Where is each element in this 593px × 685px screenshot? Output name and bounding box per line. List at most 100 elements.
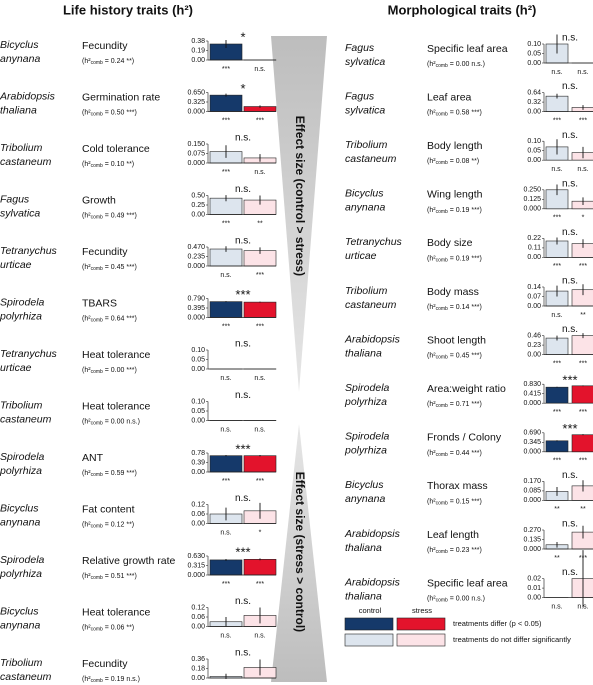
heritability-part: (h² (82, 212, 91, 219)
heritability-part: comb (91, 421, 103, 427)
comparison-label: n.s. (562, 567, 578, 578)
comparison-label: * (240, 81, 245, 96)
y-tick-label: 0.630 (187, 553, 205, 560)
y-tick-label: 0.00 (191, 623, 205, 630)
y-tick-label: 0.14 (527, 284, 541, 291)
species: Bicyclus (345, 188, 384, 200)
heritability-part: = 0.19 ***) (448, 207, 482, 214)
heritability-part: (h² (427, 304, 436, 311)
species: Spirodela (0, 554, 45, 566)
heritability-part: (h² (82, 470, 91, 477)
trait: Growth (82, 194, 116, 206)
y-tick-label: 0.470 (187, 244, 205, 251)
arrow-down (271, 36, 327, 392)
significance-label: n.s. (220, 684, 231, 685)
significance-label: n.s. (254, 632, 265, 639)
species: urticae (345, 250, 377, 262)
heritability: (h²comb = 0.00 n.s.) (427, 595, 485, 603)
significance-label: *** (222, 323, 230, 330)
heritability-part: comb (436, 258, 448, 264)
significance-label: n.s. (577, 603, 588, 610)
species: Tribolium (0, 657, 43, 669)
heritability-part: (h² (82, 521, 91, 528)
heritability-part: comb (436, 355, 448, 361)
heritability-part: (h² (82, 264, 91, 271)
significance-label: *** (579, 263, 587, 270)
significance-label: *** (553, 409, 561, 416)
significance-label: n.s. (551, 603, 562, 610)
comparison-label: n.s. (235, 339, 251, 350)
y-tick-label: 0.00 (527, 303, 541, 310)
species: Spirodela (0, 296, 45, 308)
heritability-part: comb (91, 60, 103, 66)
y-tick-label: 0.170 (523, 478, 541, 485)
heritability: (h²comb = 0.10 **) (82, 161, 134, 169)
y-tick-label: 0.07 (527, 293, 541, 300)
trait: Fronds / Colony (427, 432, 502, 444)
significance-label: n.s. (254, 169, 265, 176)
significance-label: *** (256, 117, 264, 124)
heritability-part: (h² (427, 109, 436, 116)
comparison-label: n.s. (562, 470, 578, 481)
significance-label: *** (222, 581, 230, 588)
significance-label: ** (554, 506, 560, 513)
y-tick-label: 0.085 (523, 488, 541, 495)
species: Arabidopsis (0, 90, 56, 102)
heritability: (h²comb = 0.12 **) (82, 521, 134, 529)
species: Tetranychus (345, 236, 403, 248)
comparison-label: n.s. (235, 596, 251, 607)
trait: Fecundity (82, 658, 128, 670)
comparison-label: n.s. (235, 133, 251, 144)
column-title: Morphological traits (h²) (388, 2, 537, 17)
significance-label: *** (553, 117, 561, 124)
species: Fagus (0, 193, 30, 205)
trait: ANT (82, 452, 104, 464)
bar (209, 94, 243, 112)
heritability-part: = 0.24 **) (103, 58, 134, 65)
heritability: (h²comb = 0.50 ***) (82, 109, 137, 117)
y-tick-label: 0.135 (523, 536, 541, 543)
comparison-label: n.s. (562, 227, 578, 238)
heritability-part: comb (91, 627, 103, 633)
heritability: (h²comb = 0.59 ***) (82, 470, 137, 478)
comparison-label: n.s. (562, 130, 578, 141)
heritability-part: (h² (427, 352, 436, 359)
heritability-part: = 0.59 ***) (103, 470, 137, 477)
comparison-label: n.s. (235, 390, 251, 401)
heritability-part: comb (436, 404, 448, 410)
y-tick-label: 0.830 (523, 381, 541, 388)
heritability-part: (h² (427, 61, 436, 68)
bar (571, 531, 593, 550)
species: urticae (0, 362, 32, 374)
comparison-label: *** (562, 421, 577, 436)
y-tick-label: 0.05 (527, 50, 541, 57)
y-tick-label: 0.125 (523, 196, 541, 203)
y-tick-label: 0.00 (191, 520, 205, 527)
bar (571, 152, 593, 161)
comparison-label: n.s. (562, 178, 578, 189)
heritability-part: = 0.00 n.s.) (448, 61, 485, 68)
y-tick-label: 0.50 (191, 192, 205, 199)
species: anynana (345, 493, 385, 505)
heritability-part: (h² (82, 109, 91, 116)
significance-label: *** (256, 323, 264, 330)
trait: Fat content (82, 503, 135, 515)
y-tick-label: 0.000 (187, 263, 205, 270)
comparison-label: n.s. (562, 33, 578, 44)
species: anynana (0, 516, 40, 528)
y-tick-label: 0.075 (187, 150, 205, 157)
significance-label: *** (256, 272, 264, 279)
trait: Heat tolerance (82, 606, 150, 618)
y-tick-label: 0.650 (187, 89, 205, 96)
heritability-part: comb (436, 501, 448, 507)
trait: Leaf length (427, 529, 479, 541)
bar (209, 455, 243, 473)
species: Bicyclus (0, 39, 39, 51)
species: castaneum (0, 156, 52, 168)
significance-label: n.s. (220, 375, 231, 382)
heritability-part: = 0.19 ***) (448, 255, 482, 262)
y-tick-label: 0.00 (527, 594, 541, 601)
y-tick-label: 0.690 (523, 430, 541, 437)
heritability-part: = 0.49 ***) (103, 212, 137, 219)
bar (571, 578, 593, 598)
